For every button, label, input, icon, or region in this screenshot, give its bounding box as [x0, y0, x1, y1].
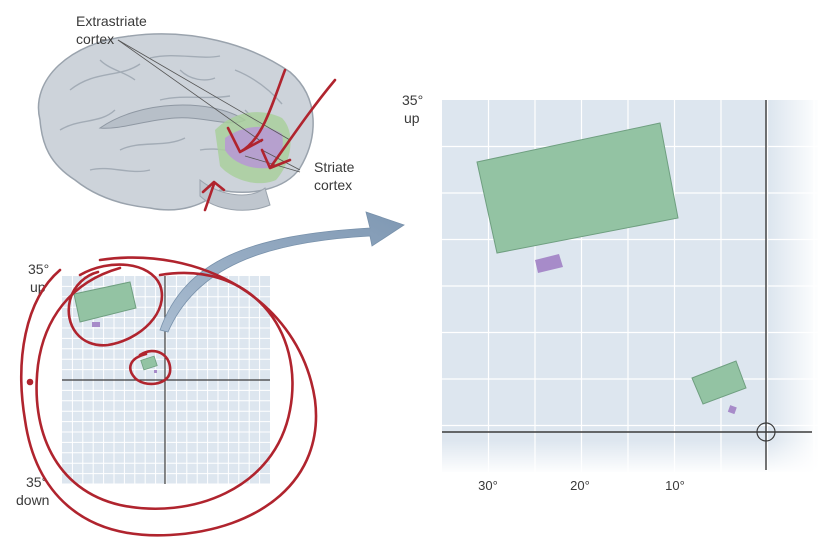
annotation-arrow-1	[226, 68, 287, 154]
large-visual-field	[442, 100, 820, 474]
large-green-receptive-field	[476, 122, 679, 254]
annotation-circle-field-outer	[20, 256, 318, 537]
striate-label: Striate cortex	[314, 159, 355, 193]
annotation-arrow-3	[201, 180, 226, 212]
annotation-arrow-2	[260, 78, 337, 170]
annotation-dot	[26, 378, 34, 386]
svg-text:up: up	[404, 110, 420, 126]
svg-text:Extrastriate: Extrastriate	[76, 13, 147, 29]
large-x-ticks: 30° 20° 10°	[478, 478, 685, 493]
small-up-label: 35° up	[28, 261, 49, 295]
extrastriate-label: Extrastriate cortex	[76, 13, 147, 47]
svg-text:35°: 35°	[402, 92, 423, 108]
svg-text:cortex: cortex	[76, 31, 114, 47]
svg-text:cortex: cortex	[314, 177, 352, 193]
small-green-receptive-field-2	[140, 355, 158, 371]
fixation-crosshair-icon	[756, 422, 776, 442]
annotation-circle-field-inner	[35, 266, 294, 510]
svg-text:Striate: Striate	[314, 159, 355, 175]
small-green-receptive-field	[73, 281, 137, 323]
small-down-label: 35° down	[16, 474, 49, 508]
small-purple-receptive-field	[92, 322, 100, 327]
brain-illustration	[37, 33, 314, 211]
large-purple-receptive-field	[535, 254, 563, 273]
x-tick-20: 20°	[570, 478, 590, 493]
svg-text:down: down	[16, 492, 49, 508]
small-purple-receptive-field-2	[154, 370, 157, 373]
svg-text:35°: 35°	[26, 474, 47, 490]
large-green-receptive-field-2	[691, 360, 747, 405]
large-up-label: 35° up	[402, 92, 423, 126]
red-annotations	[20, 68, 337, 537]
x-tick-10: 10°	[665, 478, 685, 493]
large-purple-receptive-field-2	[727, 405, 737, 415]
annotation-circle-small-rf	[129, 349, 172, 386]
svg-text:35°: 35°	[28, 261, 49, 277]
x-tick-30: 30°	[478, 478, 498, 493]
